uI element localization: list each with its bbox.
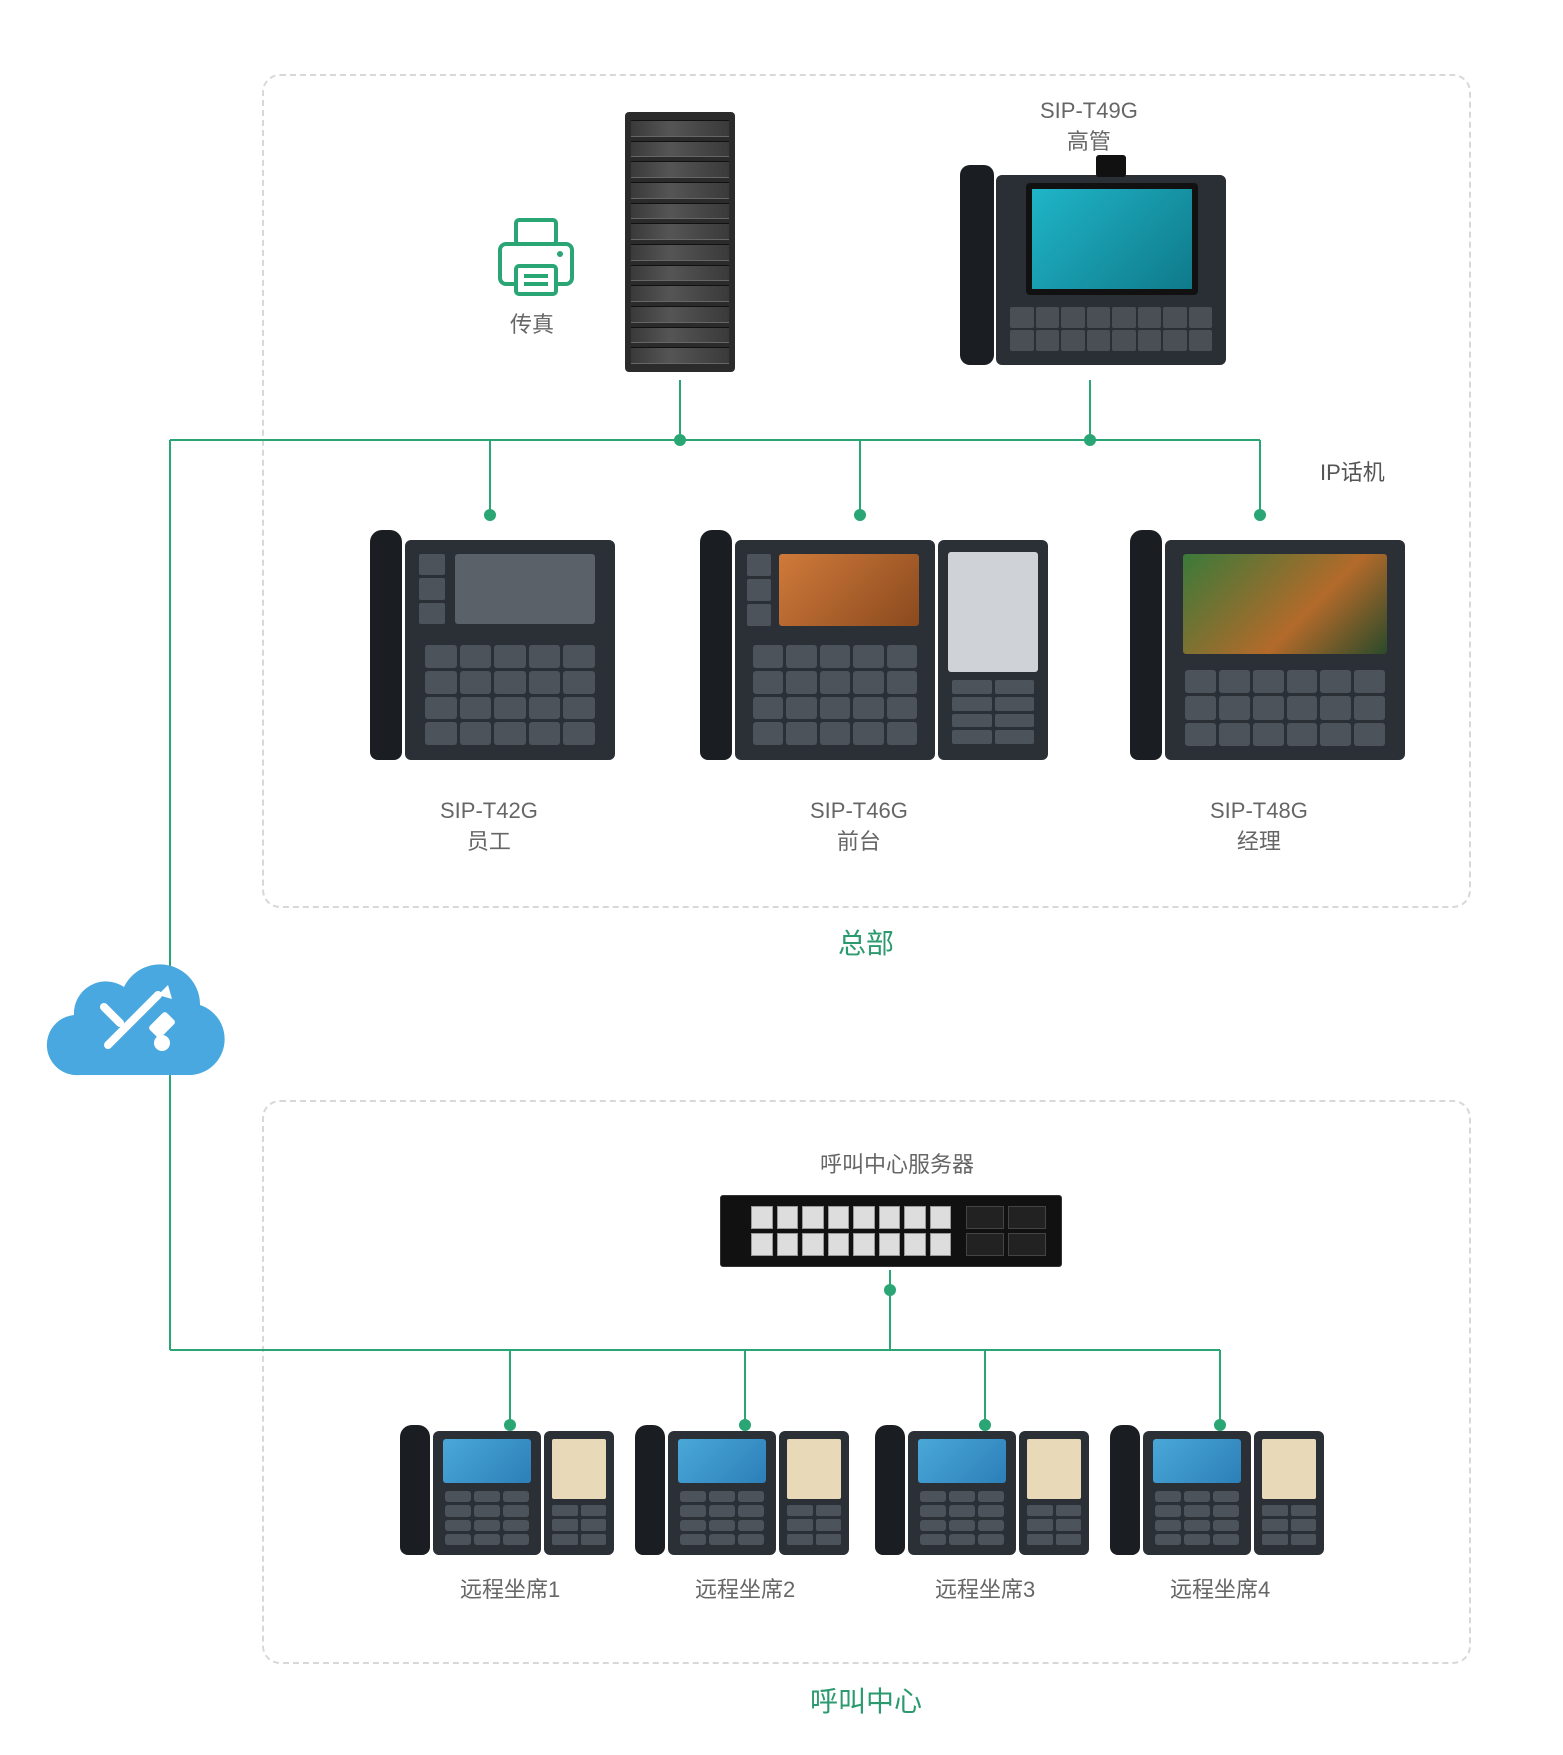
hq-title: 总部 xyxy=(838,922,894,962)
ccserver-label: 呼叫中心服务器 xyxy=(820,1150,974,1181)
call-center-server-icon xyxy=(720,1195,1062,1267)
fax-icon xyxy=(490,210,582,302)
agent-1-label: 远程坐席1 xyxy=(460,1575,560,1606)
phone-t48g-label: SIP-T48G 经理 xyxy=(1210,796,1308,858)
connection-node xyxy=(854,509,866,521)
phone-t42g-icon xyxy=(370,530,615,760)
diagram-canvas: 传真 SIP-T49G 高管 IP话机 xyxy=(0,0,1563,1755)
phone-t48g-icon xyxy=(1130,530,1405,760)
ip-phone-category-label: IP话机 xyxy=(1320,458,1385,489)
phone-t46g-label: SIP-T46G 前台 xyxy=(810,796,908,858)
cloud-icon xyxy=(30,935,240,1085)
agent-phone-3-icon xyxy=(875,1425,1089,1555)
phone-t42g-label: SIP-T42G 员工 xyxy=(440,796,538,858)
agent-phone-1-icon xyxy=(400,1425,614,1555)
agent-phone-2-icon xyxy=(635,1425,849,1555)
connection-node xyxy=(1254,509,1266,521)
agent-2-label: 远程坐席2 xyxy=(695,1575,795,1606)
connection-node xyxy=(674,434,686,446)
connection-node xyxy=(484,509,496,521)
cc-box xyxy=(262,1100,1471,1664)
cc-title: 呼叫中心 xyxy=(810,1680,922,1720)
agent-3-label: 远程坐席3 xyxy=(935,1575,1035,1606)
server-icon xyxy=(625,112,735,372)
fax-label: 传真 xyxy=(510,310,554,341)
phone-t49g-label: SIP-T49G 高管 xyxy=(1040,96,1138,158)
phone-t46g-icon xyxy=(700,530,1048,760)
connection-node xyxy=(884,1284,896,1296)
phone-t49g-icon xyxy=(960,165,1226,365)
hq-box xyxy=(262,74,1471,908)
agent-4-label: 远程坐席4 xyxy=(1170,1575,1270,1606)
connection-node xyxy=(1084,434,1096,446)
agent-phone-4-icon xyxy=(1110,1425,1324,1555)
